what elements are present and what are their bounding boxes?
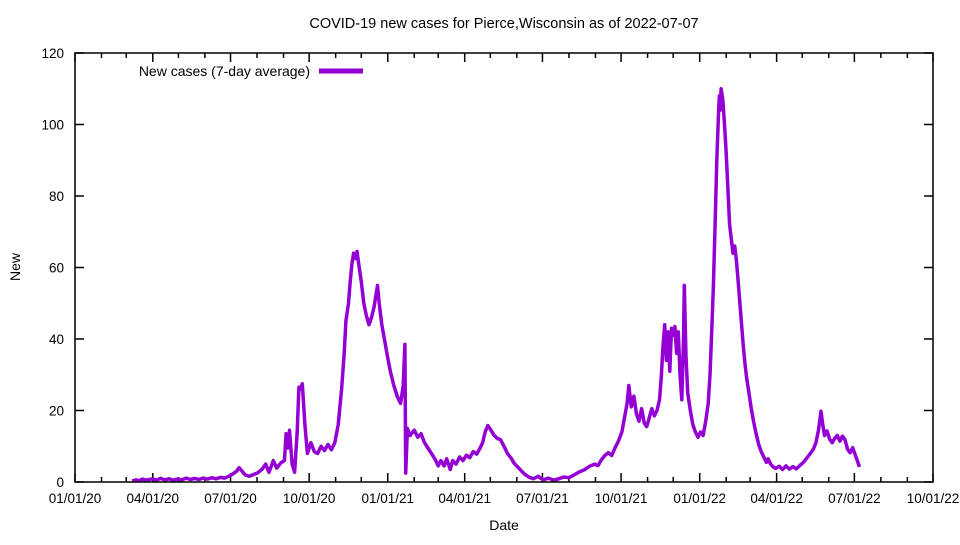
- x-tick-label: 04/01/21: [438, 491, 491, 506]
- x-tick-label: 10/01/20: [283, 491, 336, 506]
- x-tick-label: 07/01/22: [828, 491, 881, 506]
- legend-label: New cases (7-day average): [139, 63, 310, 79]
- y-tick-label: 40: [49, 332, 64, 347]
- x-tick-label: 07/01/21: [516, 491, 569, 506]
- x-tick-label: 07/01/20: [204, 491, 257, 506]
- x-axis-label: Date: [489, 517, 519, 533]
- y-tick-label: 120: [41, 46, 64, 61]
- x-tick-label: 10/01/22: [907, 491, 960, 506]
- y-tick-label: 20: [49, 404, 64, 419]
- plot-border: [74, 52, 934, 483]
- x-tick-label: 04/01/22: [750, 491, 803, 506]
- y-axis-label: New: [7, 252, 23, 281]
- y-tick-label: 60: [49, 261, 64, 276]
- x-tick-label: 01/01/20: [49, 491, 102, 506]
- legend: New cases (7-day average): [139, 63, 363, 79]
- x-tick-label: 01/01/21: [361, 491, 414, 506]
- x-tick-label: 10/01/21: [595, 491, 648, 506]
- y-tick-label: 80: [49, 189, 64, 204]
- new-cases-line-series: [131, 87, 862, 483]
- x-tick-label: 01/01/22: [673, 491, 726, 506]
- y-tick-label: 0: [56, 475, 64, 490]
- chart-title: COVID-19 new cases for Pierce,Wisconsin …: [309, 16, 698, 32]
- y-tick-label: 100: [41, 118, 64, 133]
- axis-ticks: 0 20 40 60 80 100 120 01/01/20 04/01/20 07/01/20 1…: [41, 46, 959, 506]
- x-tick-label: 04/01/20: [126, 491, 179, 506]
